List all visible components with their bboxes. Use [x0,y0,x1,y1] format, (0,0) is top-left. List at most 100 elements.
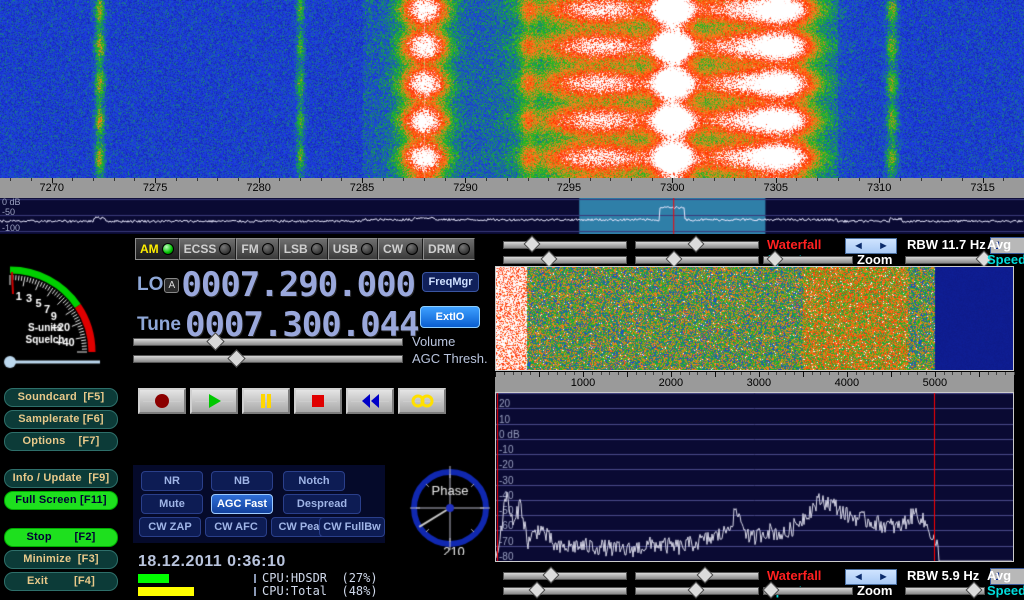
top-wf-brightness-slider[interactable] [635,235,759,253]
dsp-button-cw-zap[interactable]: CW ZAP [139,517,201,537]
lo-label: LO [137,274,164,295]
lo-frequency-row[interactable]: LO A 0007.290.000 [137,265,416,305]
dsp-button-cw-fullbw[interactable]: CW FullBw [319,517,385,537]
loop-button[interactable] [398,388,446,414]
agc-slider-knob[interactable] [227,349,247,368]
mode-button-fm[interactable]: FM [236,238,279,260]
top-zoom-slider[interactable] [763,250,853,268]
cpu-hdsdr-label: CPU:HDSDR (27%) [262,571,378,585]
ruler-tick [52,178,53,183]
mode-button-ecss[interactable]: ECSS [178,238,237,260]
volume-slider[interactable] [133,332,403,351]
top-speed-slider[interactable] [905,250,993,268]
sidebar-button-5[interactable]: Stop [F2] [4,528,118,547]
top-sp-contrast-slider-knob[interactable] [540,250,558,268]
dsp-button-notch[interactable]: Notch [283,471,345,491]
tune-label: Tune [137,314,181,335]
sidebar-button-0[interactable]: Soundcard [F5] [4,388,118,407]
bottom-sp-contrast-slider[interactable] [503,581,627,599]
audio-ruler-tick [733,372,734,375]
top-sp-brightness-slider-knob[interactable] [665,250,683,268]
top-rbw-spinner[interactable]: ◄ ► [845,238,897,254]
sidebar-button-3[interactable]: Info / Update [F9] [4,469,118,488]
dsp-button-cw-afc[interactable]: CW AFC [205,517,267,537]
audio-spectrum-display[interactable] [495,392,1014,562]
top-wf-brightness-slider-knob[interactable] [687,235,705,253]
lo-frequency-value[interactable]: 0007.290.000 [181,265,416,305]
s-meter[interactable] [0,250,126,370]
rf-spectrum-display[interactable]: 0 dB -50 -100 [0,197,1024,234]
dsp-button-mute[interactable]: Mute [141,494,203,514]
band-a-indicator[interactable]: A [164,277,180,293]
bottom-sp-brightness-slider-knob[interactable] [687,581,705,599]
dsp-button-despread[interactable]: Despread [283,494,361,514]
ruler-label: 7315 [970,182,995,194]
bottom-sp-brightness-slider[interactable] [635,581,759,599]
rf-frequency-ruler[interactable]: 7270 7275 7280 7285 7290 7295 7300 7305 7310 7315 [0,178,1024,198]
bottom-speed-slider-knob[interactable] [965,581,983,599]
bottom-sp-contrast-slider-knob[interactable] [528,581,546,599]
bottom-avg-dropdown[interactable]: 1∨ [990,568,1024,585]
bottom-speed-slider[interactable] [905,581,985,599]
audio-waterfall-display[interactable] [495,266,1014,371]
top-sp-contrast-slider[interactable] [503,250,627,268]
chevron-left-icon[interactable]: ◄ [853,240,864,252]
dsp-button-agc-fast[interactable]: AGC Fast [211,494,273,514]
freq-manager-button[interactable]: FreqMgr [422,272,479,292]
bottom-rbw-label: RBW 5.9 Hz [907,568,980,583]
top-sp-brightness-slider[interactable] [635,250,759,268]
bottom-wf-brightness-slider[interactable] [635,566,759,584]
tune-frequency-row[interactable]: Tune 0007.300.044 [137,305,420,345]
ruler-tick [921,178,922,181]
dsp-button-cw-peak[interactable]: CW Peak [271,517,333,537]
sidebar-button-1[interactable]: Samplerate [F6] [4,410,118,429]
phase-scope[interactable] [405,463,495,555]
ruler-tick [734,178,735,181]
sidebar-button-7[interactable]: Exit [F4] [4,572,118,591]
mode-button-cw[interactable]: CW [378,238,424,260]
audio-frequency-ruler[interactable]: 1000 2000 3000 4000 5000 [495,372,1015,392]
ruler-tick [693,178,694,181]
stop-button[interactable] [294,388,342,414]
sidebar-button-2[interactable]: Options [F7] [4,432,118,451]
chevron-right-icon[interactable]: ► [878,571,889,583]
rf-waterfall-display[interactable] [0,0,1024,178]
mode-button-lsb[interactable]: LSB [278,238,328,260]
rewind-button[interactable] [346,388,394,414]
mode-button-usb[interactable]: USB [327,238,379,260]
ruler-tick [817,178,818,181]
mode-led-icon [406,243,419,255]
bottom-wf-contrast-slider-knob[interactable] [542,566,560,584]
sidebar-button-4[interactable]: Full Screen [F11] [4,491,118,510]
bottom-wf-brightness-slider-knob[interactable] [696,566,714,584]
play-button[interactable] [190,388,238,414]
top-avg-dropdown[interactable]: 1∨ [990,237,1024,254]
mode-button-drm[interactable]: DRM [423,238,476,260]
bottom-wf-contrast-slider[interactable] [503,566,627,584]
ruler-label: 7270 [39,182,64,194]
chevron-left-icon[interactable]: ◄ [853,571,864,583]
audio-ruler-tick [856,372,857,375]
bottom-zoom-label: Zoom [857,583,893,598]
record-button[interactable] [138,388,186,414]
dsp-button-nr[interactable]: NR [141,471,203,491]
pause-button[interactable] [242,388,290,414]
extio-button[interactable]: ExtIO [420,306,480,328]
bottom-rbw-spinner[interactable]: ◄ ► [845,569,897,585]
ruler-tick [403,178,404,181]
ruler-label: 7280 [246,182,271,194]
ruler-tick [983,178,984,183]
mode-led-icon [458,243,471,255]
mode-button-am[interactable]: AM [135,238,179,260]
dsp-button-nb[interactable]: NB [211,471,273,491]
chevron-right-icon[interactable]: ► [878,240,889,252]
top-wf-contrast-slider-knob[interactable] [523,235,541,253]
audio-ruler-tick [618,372,619,375]
bottom-zoom-slider[interactable] [762,581,853,599]
agc-threshold-slider[interactable] [133,349,403,368]
top-wf-contrast-slider[interactable] [503,235,627,253]
audio-ruler-tick [741,372,742,375]
ruler-label: 7285 [349,182,375,194]
sidebar-button-6[interactable]: Minimize [F3] [4,550,118,569]
tune-frequency-value[interactable]: 0007.300.044 [184,305,420,345]
